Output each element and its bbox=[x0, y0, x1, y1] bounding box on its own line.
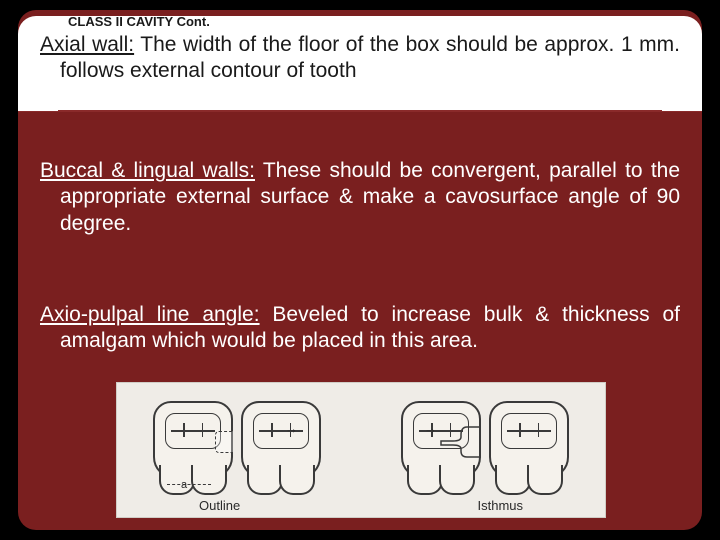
dimension-line bbox=[167, 484, 211, 485]
pit-icon bbox=[538, 423, 540, 437]
pit-icon bbox=[183, 423, 185, 437]
para-buccal-lingual: Buccal & lingual walls: These should be … bbox=[40, 158, 680, 237]
caption-outline: Outline bbox=[199, 498, 240, 513]
pit-icon bbox=[271, 423, 273, 437]
term-axio-pulpal: Axio-pulpal line angle: bbox=[40, 303, 260, 326]
term-buccal-lingual: Buccal & lingual walls: bbox=[40, 159, 255, 182]
dental-figure: → → a Outline Isthmus bbox=[116, 382, 606, 518]
central-groove bbox=[171, 430, 215, 432]
arrow-icon: → bbox=[285, 421, 298, 436]
tooth-isthmus-left bbox=[401, 401, 481, 479]
term-axial-wall: Axial wall: bbox=[40, 33, 134, 56]
para-axial-wall: Axial wall: The width of the floor of th… bbox=[40, 32, 680, 85]
cavity-outline-box bbox=[215, 431, 233, 453]
tooth-isthmus-right bbox=[489, 401, 569, 479]
pit-icon bbox=[202, 423, 204, 437]
dimension-label: a bbox=[181, 479, 187, 491]
pit-icon bbox=[519, 423, 521, 437]
body-axial-wall: The width of the floor of the box should… bbox=[60, 33, 680, 82]
teeth-outline-group bbox=[153, 401, 321, 491]
central-groove bbox=[507, 430, 551, 432]
teeth-isthmus-group bbox=[401, 401, 569, 491]
para-axio-pulpal: Axio-pulpal line angle: Beveled to incre… bbox=[40, 302, 680, 355]
slide-title: CLASS II CAVITY Cont. bbox=[68, 14, 210, 29]
tooth-outline-left bbox=[153, 401, 233, 479]
tooth-outline-right bbox=[241, 401, 321, 479]
caption-isthmus: Isthmus bbox=[477, 498, 523, 513]
arrow-icon: → bbox=[424, 421, 437, 436]
isthmus-cavity-icon bbox=[437, 423, 481, 461]
